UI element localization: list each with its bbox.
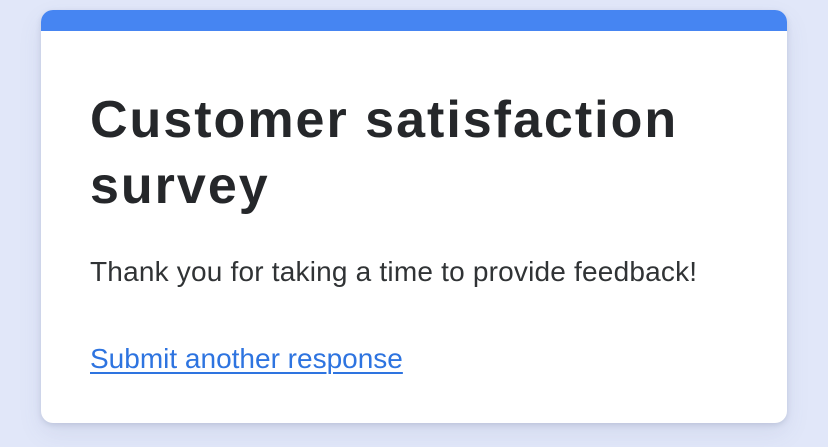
confirmation-message: Thank you for taking a time to provide f…: [90, 256, 698, 287]
card-accent-bar: [41, 10, 787, 31]
form-confirmation-card: Customer satisfaction survey Thank you f…: [41, 10, 787, 423]
form-title: Customer satisfaction survey: [90, 91, 679, 215]
submit-another-response-link[interactable]: Submit another response: [90, 343, 403, 374]
card-body: Customer satisfaction survey Thank you f…: [41, 31, 787, 375]
